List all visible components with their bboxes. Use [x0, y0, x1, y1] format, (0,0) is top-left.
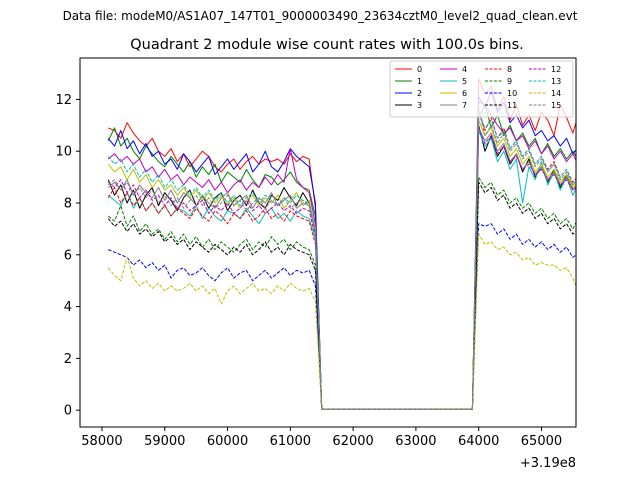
- y-tick-label-3: 6: [64, 248, 72, 263]
- legend-label-5: 5: [462, 77, 467, 86]
- legend-label-7: 7: [462, 101, 467, 110]
- x-tick-label-4: 62000: [332, 434, 373, 449]
- x-tick-label-1: 59000: [144, 434, 185, 449]
- legend-label-12: 12: [551, 65, 561, 74]
- y-tick-label-6: 12: [55, 93, 72, 108]
- legend-label-6: 6: [462, 89, 467, 98]
- figure-suptitle: Data file: modeM0/AS1A07_147T01_90000034…: [63, 9, 578, 23]
- x-tick-label-5: 63000: [395, 434, 436, 449]
- x-axis: 58000 59000 60000 61000 62000 63000 64000 65000: [81, 427, 562, 449]
- series-line-15: [107, 109, 576, 410]
- x-offset-label: +3.19e8: [520, 456, 576, 471]
- legend-label-4: 4: [462, 65, 467, 74]
- legend-label-3: 3: [417, 101, 422, 110]
- legend-label-1: 1: [417, 77, 422, 86]
- legend-label-2: 2: [417, 89, 422, 98]
- y-tick-label-4: 8: [64, 197, 72, 212]
- x-tick-label-2: 60000: [207, 434, 248, 449]
- legend-label-13: 13: [551, 77, 561, 86]
- y-axis: 0 2 4 6 8 10 12: [55, 93, 80, 419]
- legend-label-14: 14: [551, 89, 561, 98]
- series-line-13: [107, 111, 576, 410]
- x-tick-label-6: 64000: [458, 434, 499, 449]
- x-tick-label-7: 65000: [521, 434, 562, 449]
- y-tick-label-1: 2: [64, 352, 72, 367]
- chart-title: Quadrant 2 module wise count rates with …: [130, 37, 524, 53]
- legend-label-9: 9: [507, 77, 512, 86]
- series-line-14: [107, 233, 576, 410]
- legend-label-15: 15: [551, 101, 561, 110]
- y-tick-label-2: 4: [64, 300, 72, 315]
- legend-label-11: 11: [507, 101, 517, 110]
- series-layer: [107, 78, 576, 410]
- y-tick-label-5: 10: [55, 145, 72, 160]
- plot-frame: [79, 57, 577, 428]
- x-tick-label-3: 61000: [270, 434, 311, 449]
- legend-label-10: 10: [507, 89, 517, 98]
- legend-frame: [389, 60, 574, 118]
- x-tick-label-0: 58000: [81, 434, 122, 449]
- legend-label-8: 8: [507, 65, 512, 74]
- y-tick-label-0: 0: [64, 404, 72, 419]
- legend-label-0: 0: [417, 65, 422, 74]
